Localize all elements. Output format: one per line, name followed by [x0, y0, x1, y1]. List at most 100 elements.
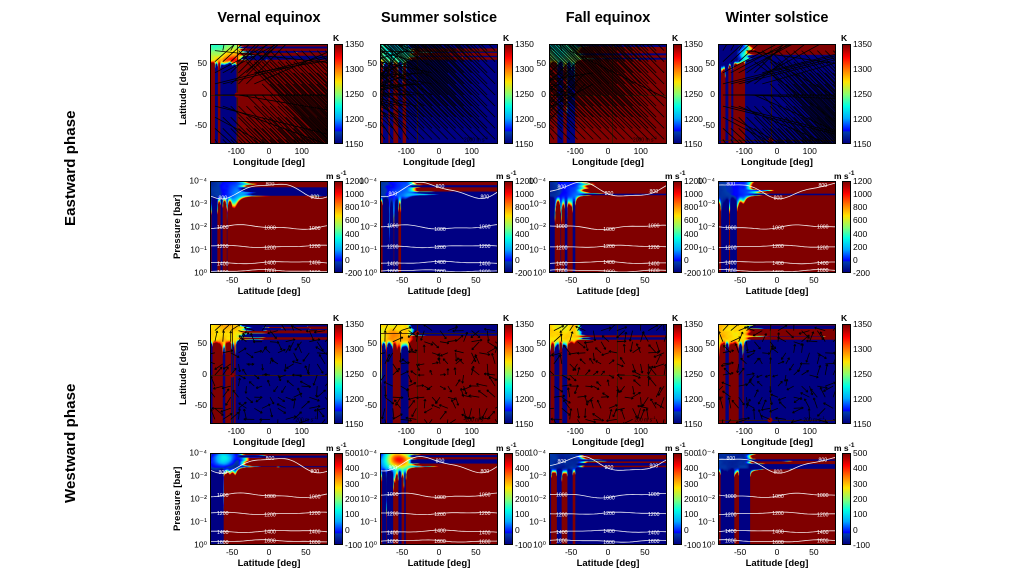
ytick-pressure-3: 10⁻¹ — [698, 244, 715, 255]
ytick-pressure-1: 10⁻³ — [529, 198, 546, 209]
colorbar-tick-2: 1250 — [853, 89, 872, 99]
axes-r3-c3 — [549, 324, 667, 424]
svg-text:800: 800 — [774, 195, 783, 201]
ytick-latitude-0: 50 — [367, 57, 377, 68]
colorbar-unit-label: K — [672, 33, 679, 43]
colorbar-unit-label: m s-1 — [326, 170, 347, 181]
xtick-longitude-1: 0 — [266, 146, 272, 156]
row-label-eastward: Eastward phase — [62, 110, 79, 226]
colorbar-tick-1: 1300 — [515, 344, 534, 354]
xtick-longitude-2: 100 — [802, 426, 817, 436]
svg-text:1600: 1600 — [772, 270, 784, 273]
colorbar-tick-2: 1250 — [515, 369, 534, 379]
yaxis-label-latitude: Latitude [deg] — [178, 62, 189, 126]
xtick-longitude-0: -100 — [566, 146, 584, 156]
data-field — [211, 454, 327, 544]
ytick-pressure-2: 10⁻² — [529, 493, 546, 504]
colorbar-tick-5: 0 — [853, 524, 858, 535]
ytick-pressure-0: 10⁻⁴ — [697, 175, 715, 186]
colorbar-tick-7: -200 — [853, 268, 871, 278]
svg-text:800: 800 — [774, 470, 783, 476]
xtick-longitude-2: 100 — [633, 426, 648, 436]
wind-vector-field — [381, 325, 497, 423]
colorbar-tick-1: 1300 — [853, 344, 872, 354]
ytick-pressure-1: 10⁻³ — [698, 470, 715, 481]
svg-text:1000: 1000 — [817, 225, 829, 231]
svg-text:1200: 1200 — [387, 245, 399, 251]
svg-text:1200: 1200 — [725, 246, 737, 252]
ytick-latitude-2: -50 — [364, 120, 377, 131]
xtick-longitude-1: 0 — [436, 146, 442, 156]
xtick-latitude-2: 50 — [471, 275, 481, 285]
svg-text:800: 800 — [266, 182, 275, 188]
colorbar-tick-2: 1250 — [853, 369, 872, 379]
ytick-pressure-3: 10⁻¹ — [190, 516, 207, 527]
ytick-pressure-1: 10⁻³ — [529, 470, 546, 481]
svg-text:800: 800 — [388, 191, 397, 197]
svg-text:1400: 1400 — [603, 260, 615, 266]
colorbar-r4-c1 — [334, 453, 343, 545]
wind-vector-field — [719, 325, 835, 423]
svg-text:800: 800 — [557, 459, 566, 465]
ytick-latitude-0: 50 — [705, 57, 715, 68]
axes-r2-c1: 800 800 800 1000 1000 1000 1200 1200 1200 1400 140… — [210, 181, 328, 273]
colorbar-tick-2: 1250 — [345, 369, 364, 379]
quiver-scale-value: 200 — [465, 417, 474, 424]
colorbar-r3-c4 — [842, 324, 851, 424]
substellar-crosshair-horizontal — [381, 332, 497, 334]
colorbar-tick-5: 200 — [345, 241, 360, 252]
ytick-pressure-3: 10⁻¹ — [529, 244, 546, 255]
ytick-pressure-3: 10⁻¹ — [190, 244, 207, 255]
xtick-longitude-2: 100 — [802, 146, 817, 156]
xaxis-label-longitude: Longitude [deg] — [233, 437, 305, 448]
colorbar-tick-0: 1200 — [684, 176, 703, 186]
svg-text:1200: 1200 — [772, 511, 784, 517]
colorbar-unit-base: m s — [665, 442, 680, 453]
panel-r3-c4: 200 m s-1 -100 0 100 50 0 -50 Longitude [deg] 13… — [703, 313, 872, 448]
colorbar-tick-4: 1150 — [853, 139, 872, 149]
xtick-longitude-1: 0 — [436, 426, 442, 436]
colorbar-tick-0: 1350 — [853, 39, 872, 49]
svg-text:1200: 1200 — [603, 511, 615, 517]
ytick-pressure-2: 10⁻² — [698, 221, 715, 232]
quiver-scale-key: 2000 m s-1 — [801, 135, 827, 144]
colorbar-tick-1: 400 — [515, 463, 530, 474]
data-field — [719, 454, 835, 544]
colorbar-unit-label: m s-1 — [834, 170, 855, 181]
colorbar-unit-label: K — [841, 313, 848, 323]
svg-text:1200: 1200 — [817, 246, 829, 252]
colorbar-tick-5: 0 — [345, 524, 350, 535]
colorbar-unit-label: m s-1 — [496, 170, 517, 181]
ytick-pressure-2: 10⁻² — [360, 493, 377, 504]
colorbar-tick-4: 1150 — [684, 139, 703, 149]
xaxis-label-longitude: Longitude [deg] — [403, 157, 475, 168]
ytick-latitude-2: -50 — [533, 400, 546, 411]
svg-text:1200: 1200 — [434, 245, 446, 251]
svg-text:1400: 1400 — [309, 261, 321, 267]
colorbar-r1-c4 — [842, 44, 851, 144]
panel-r4-c1: 800 800 800 1000 1000 1000 1200 1200 1200 1400 140… — [172, 442, 362, 569]
colorbar-unit-label: m s-1 — [665, 442, 686, 453]
axes-r4-c3: 800 800 800 1000 1000 1000 1200 1200 1200 1400 140… — [549, 453, 667, 545]
colorbar-unit-label: K — [333, 33, 340, 43]
colorbar-tick-0: 1200 — [345, 176, 364, 186]
axes-r2-c2: 800 800 800 1000 1000 1000 1200 1200 1200 1400 140… — [380, 181, 498, 273]
ytick-pressure-1: 10⁻³ — [190, 470, 207, 481]
svg-text:1400: 1400 — [772, 530, 784, 536]
xtick-longitude-1: 0 — [266, 426, 272, 436]
colorbar-tick-0: 1200 — [853, 176, 872, 186]
ytick-latitude-2: -50 — [364, 400, 377, 411]
svg-text:800: 800 — [605, 191, 614, 197]
colorbar-tick-4: 1150 — [515, 419, 534, 429]
axes-r4-c4: 800 800 800 1000 1000 1000 1200 1200 1200 1400 140… — [718, 453, 836, 545]
colorbar-unit-label: K — [672, 313, 679, 323]
ytick-pressure-4: 10⁰ — [194, 267, 207, 278]
colorbar-tick-3: 1200 — [345, 394, 364, 404]
xtick-latitude-0: -50 — [395, 275, 409, 285]
colorbar-tick-3: 200 — [345, 494, 360, 504]
quiver-scale-unit: m s — [305, 137, 315, 144]
svg-text:800: 800 — [557, 185, 566, 191]
colorbar-tick-0: 500 — [345, 448, 360, 458]
colorbar-tick-6: -100 — [853, 540, 871, 550]
ytick-latitude-0: 50 — [705, 337, 715, 348]
